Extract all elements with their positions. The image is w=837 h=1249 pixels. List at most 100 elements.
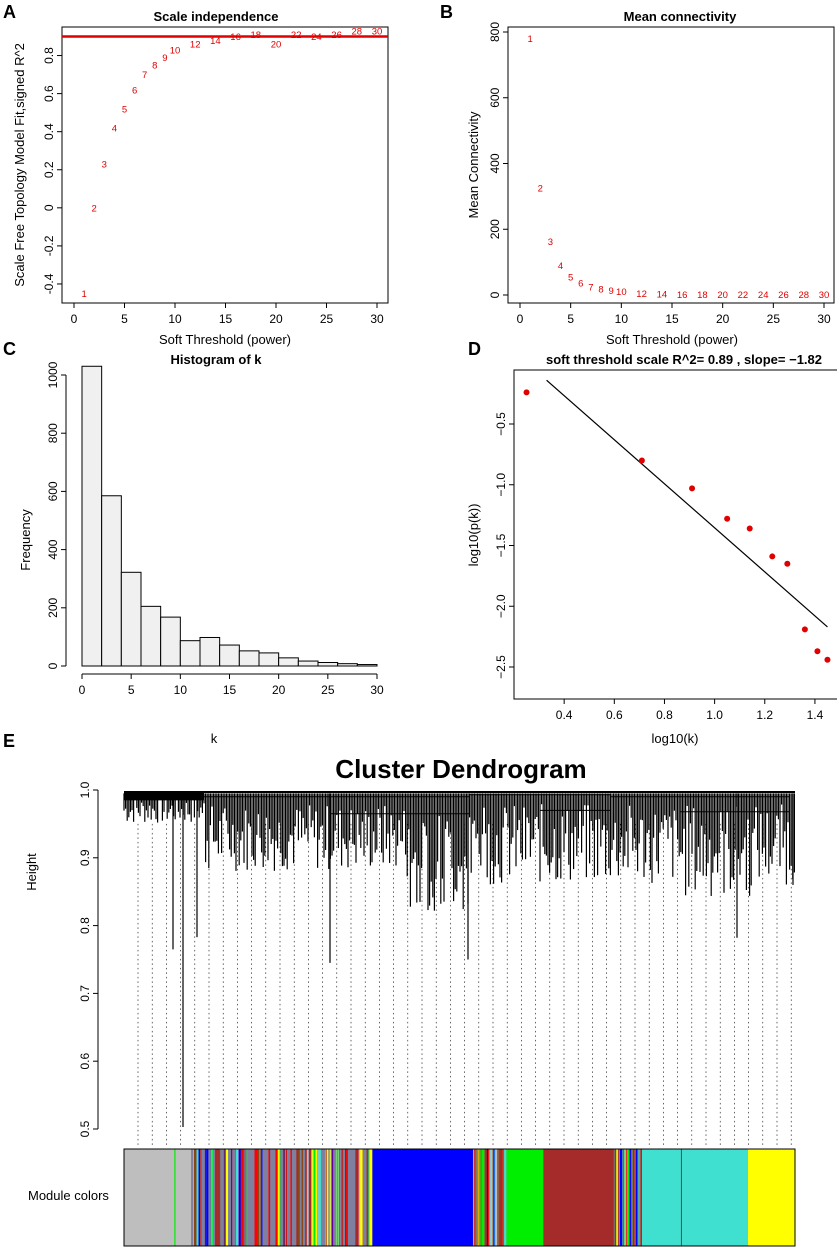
panel-a-y-axis-tick-label: 0.6 <box>42 85 56 102</box>
panel-c-y-axis-tick-label: 800 <box>46 423 60 443</box>
panel-c-title: Histogram of k <box>170 352 262 367</box>
panel-d-y-axis-tick-label: −2.0 <box>494 594 508 618</box>
panel-e-module-stripe <box>204 1149 206 1246</box>
panel-letter-b: B <box>440 2 453 22</box>
panel-c-y-axis-tick-label: 200 <box>46 597 60 617</box>
panel-e-module-stripe <box>241 1149 244 1246</box>
panel-e-module-blue <box>372 1149 474 1246</box>
panel-a-point-label: 7 <box>142 70 147 81</box>
panel-e-module-stripe <box>477 1149 479 1246</box>
panel-e-module-stripe <box>238 1149 241 1246</box>
panel-c-bar <box>101 495 122 667</box>
panel-d-x-axis-tick-label: 0.8 <box>656 708 673 722</box>
panel-a-x-axis-tick-label: 0 <box>71 312 78 326</box>
panel-e-module-stripe <box>482 1149 485 1246</box>
panel-b-point-label: 3 <box>548 237 553 248</box>
panel-e-y-axis-tick-label: 0.8 <box>78 917 92 934</box>
panel-e-module-stripe <box>279 1149 281 1246</box>
panel-a-point-label: 24 <box>311 32 322 43</box>
panel-e-module-stripe <box>486 1149 489 1246</box>
panel-e-module-stripe <box>490 1149 492 1246</box>
panel-b-y-axis-tick-label: 800 <box>488 22 502 42</box>
panel-e-module-stripe <box>624 1149 626 1246</box>
panel-c-x-axis: 0 5 10 15 20 25 30 <box>79 673 384 697</box>
panel-a-point-label: 9 <box>162 53 167 64</box>
panel-e-module-stripe <box>239 1149 243 1246</box>
panel-d-ylabel: log10(p(k)) <box>466 504 481 567</box>
panel-e-module-stripe <box>614 1149 617 1246</box>
panel-e-module-stripe <box>339 1149 340 1246</box>
panel-e-title: Cluster Dendrogram <box>335 754 586 784</box>
panel-d-plot-frame <box>513 369 837 700</box>
panel-e-module-stripe <box>494 1149 498 1246</box>
panel-a-y-axis-tick-label: 0.4 <box>42 123 56 140</box>
panel-a-plot-frame <box>61 26 389 304</box>
panel-e-module-stripe <box>326 1149 329 1246</box>
panel-b-title: Mean connectivity <box>624 9 737 24</box>
panel-a-x-axis-tick-label: 5 <box>121 312 128 326</box>
panel-e-module-stripe <box>308 1149 312 1246</box>
panel-b-point-label: 10 <box>616 287 627 298</box>
panel-b-point-label: 30 <box>819 290 830 301</box>
panel-c-x-axis-tick-label: 15 <box>223 683 237 697</box>
panel-e-module-green <box>506 1149 544 1246</box>
panel-e-module-stripe <box>504 1149 507 1246</box>
panel-b-point-label: 24 <box>758 290 769 301</box>
panel-d-y-axis-tick-label: −1.0 <box>494 473 508 497</box>
panel-a-point-label: 2 <box>92 203 97 214</box>
panel-e-module-stripe <box>236 1149 240 1246</box>
panel-c-bar <box>337 663 358 667</box>
panel-e-module-stripe <box>342 1149 344 1246</box>
panel-d-y-axis-tick-label: −1.5 <box>494 533 508 557</box>
panel-e-module-stripe <box>261 1149 263 1246</box>
panel-e-y-axis-tick-label: 0.9 <box>78 849 92 866</box>
panel-e-module-stripe <box>257 1149 259 1246</box>
panel-d-x-axis-tick-label: 1.2 <box>756 708 773 722</box>
panel-e-module-stripe <box>480 1149 482 1246</box>
panel-e-module-stripe <box>499 1149 502 1246</box>
panel-e-module-stripe <box>473 1149 475 1246</box>
panel-letter-e: E <box>3 731 15 751</box>
panel-b-point-label: 2 <box>538 184 543 195</box>
panel-b-point-label: 28 <box>798 290 809 301</box>
panel-d-point <box>638 457 645 464</box>
panel-a-x-axis: 0 5 10 15 20 25 30 <box>71 302 384 326</box>
panel-e-module-stripe <box>200 1149 202 1246</box>
panel-d-x-axis-tick-label: 1.0 <box>706 708 723 722</box>
panel-e-module-stripe <box>625 1149 627 1246</box>
panel-c-bar <box>120 571 142 667</box>
panel-e-module-stripe <box>490 1149 493 1246</box>
panel-b-point-label: 4 <box>558 261 563 272</box>
panel-c-y-axis-tick-label: 400 <box>46 539 60 559</box>
panel-e-module-stripe <box>206 1149 209 1246</box>
panel-a-title: Scale independence <box>154 9 279 24</box>
panel-c-bar <box>219 644 240 667</box>
panel-c-x-axis-tick-label: 25 <box>321 683 335 697</box>
panel-e-module-stripe <box>246 1149 248 1246</box>
panel-d-point <box>814 648 821 655</box>
panel-e-module-stripe <box>296 1149 298 1246</box>
panel-b-point-label: 20 <box>717 290 728 301</box>
panel-c-x-axis-tick-label: 5 <box>128 683 135 697</box>
panel-e-module-stripe <box>489 1149 491 1246</box>
panel-a-x-axis-tick-label: 20 <box>269 312 283 326</box>
panel-c-ylabel: Frequency <box>18 509 33 571</box>
panel-a-x-axis-tick-label: 25 <box>320 312 334 326</box>
panel-e-module-stripe <box>218 1149 220 1246</box>
panel-d-point <box>689 485 696 492</box>
panel-e-module-stripe <box>225 1149 227 1246</box>
panel-e-module-stripe <box>370 1149 373 1246</box>
panel-a-point-label: 1 <box>81 289 86 300</box>
panel-c-bar <box>297 660 319 667</box>
panel-a-point-label: 6 <box>132 85 137 96</box>
panel-e-module-stripe <box>194 1149 196 1246</box>
panel-e-module-brown <box>543 1149 615 1246</box>
panel-c-bar <box>160 616 181 667</box>
panel-d-point <box>746 525 753 532</box>
panel-e-module-stripe <box>493 1149 495 1246</box>
panel-e-module-stripe <box>275 1149 278 1246</box>
panel-e-module-stripe <box>337 1149 341 1246</box>
panel-c-bar <box>317 662 339 667</box>
panel-e-module-stripe <box>629 1149 632 1246</box>
